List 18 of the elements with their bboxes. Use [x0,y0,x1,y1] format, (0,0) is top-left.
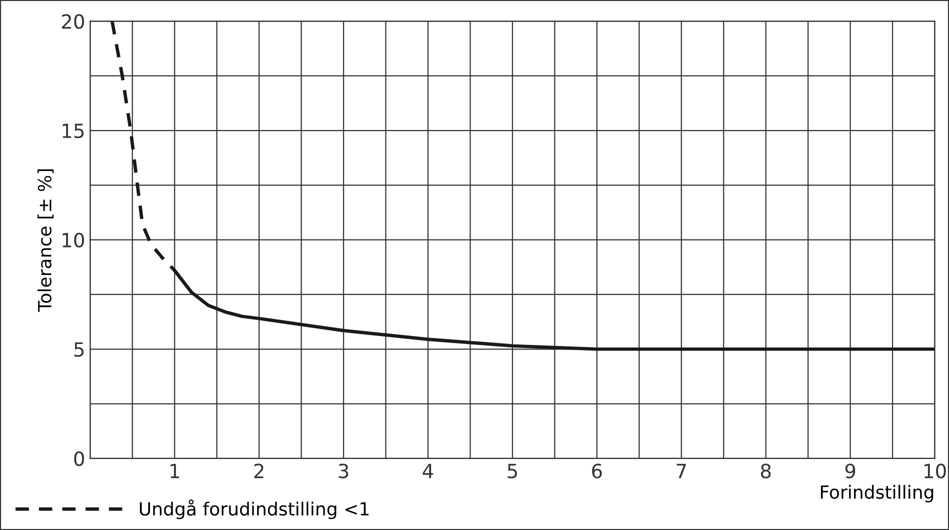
y-tick-label: 15 [62,124,84,138]
y-tick-label: 0 [74,451,84,466]
x-tick-label: 9 [845,464,856,478]
y-tick-label: 5 [74,342,84,357]
x-axis-title: Forindstilling [820,484,934,502]
y-tick-label: 10 [62,232,84,248]
x-tick-label: 1 [170,464,180,478]
x-tick-label: 8 [760,464,771,478]
x-tick-label: 7 [676,464,686,478]
x-tick-label: 3 [338,464,348,478]
x-tick-label: 5 [508,464,517,478]
x-tick-label: 6 [592,464,602,478]
x-tick-label: 10 [924,464,946,478]
x-tick-label: 4 [422,464,434,478]
text: Undgå forudindstilling <1 [140,500,369,520]
x-tick-label: 2 [254,464,264,478]
y-tick-label: 20 [62,14,84,29]
y-axis-title: Tolerance [± %] [38,169,54,312]
